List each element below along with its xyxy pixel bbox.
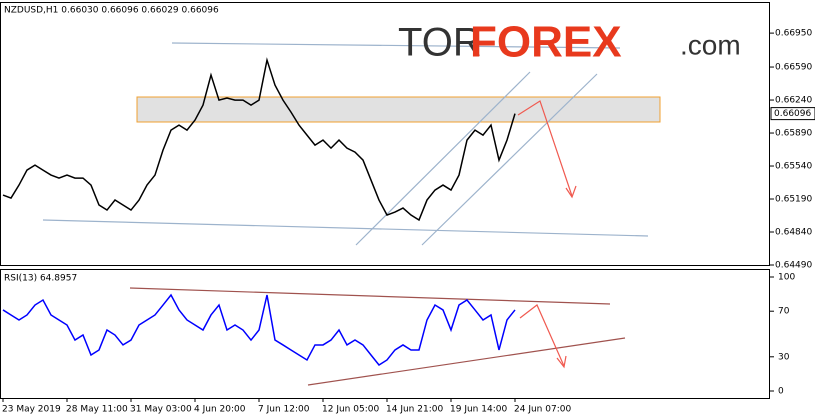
x-tick-label: 24 Jun 07:00 — [514, 405, 571, 415]
price-panel — [0, 2, 770, 266]
price-line — [2, 57, 516, 222]
x-tick-label: 23 May 2019 — [2, 405, 61, 415]
rsi-tick-label: 70 — [778, 307, 790, 317]
rsi-tick-label: 0 — [778, 387, 784, 397]
logo-com: .com — [680, 29, 741, 60]
rsi-line — [2, 293, 516, 366]
rsi-tick-label: 100 — [778, 273, 795, 283]
logo: TOR FOREX .com — [398, 18, 741, 67]
last-price-label: 0.66096 — [774, 109, 811, 119]
y-tick-label: 0.64490 — [775, 261, 812, 271]
forecast-arrows — [517, 100, 577, 369]
trend-lines — [42, 42, 649, 246]
y-tick-label: 0.65540 — [775, 162, 812, 172]
x-tick-label: 7 Jun 12:00 — [258, 405, 310, 415]
y-tick-label: 0.66240 — [775, 96, 812, 106]
x-tick-label: 4 Jun 20:00 — [194, 405, 246, 415]
symbol-header: NZDUSD,H1 0.66030 0.66096 0.66029 0.6609… — [4, 6, 219, 16]
x-tick-label: 31 May 03:00 — [130, 405, 192, 415]
logo-tor: TOR — [398, 21, 482, 65]
rsi-title: RSI(13) 64.8957 — [4, 274, 77, 284]
y-tick-label: 0.65890 — [775, 129, 812, 139]
rsi-panel — [0, 269, 770, 399]
logo-forex: FOREX — [470, 18, 622, 67]
y-tick-label: 0.65190 — [775, 195, 812, 205]
x-tick-label: 19 Jun 14:00 — [450, 405, 507, 415]
y-tick-label: 0.66590 — [775, 63, 812, 73]
rsi-trend-lines — [129, 287, 626, 386]
y-tick-label: 0.64840 — [775, 228, 812, 238]
x-tick-label: 14 Jun 21:00 — [386, 405, 443, 415]
x-tick-label: 28 May 11:00 — [66, 405, 128, 415]
last-price-box — [770, 107, 815, 121]
rsi-tick-label: 30 — [778, 352, 790, 362]
y-tick-label: 0.66950 — [775, 29, 812, 39]
resistance-zone — [136, 96, 661, 123]
x-tick-label: 12 Jun 05:00 — [322, 405, 379, 415]
